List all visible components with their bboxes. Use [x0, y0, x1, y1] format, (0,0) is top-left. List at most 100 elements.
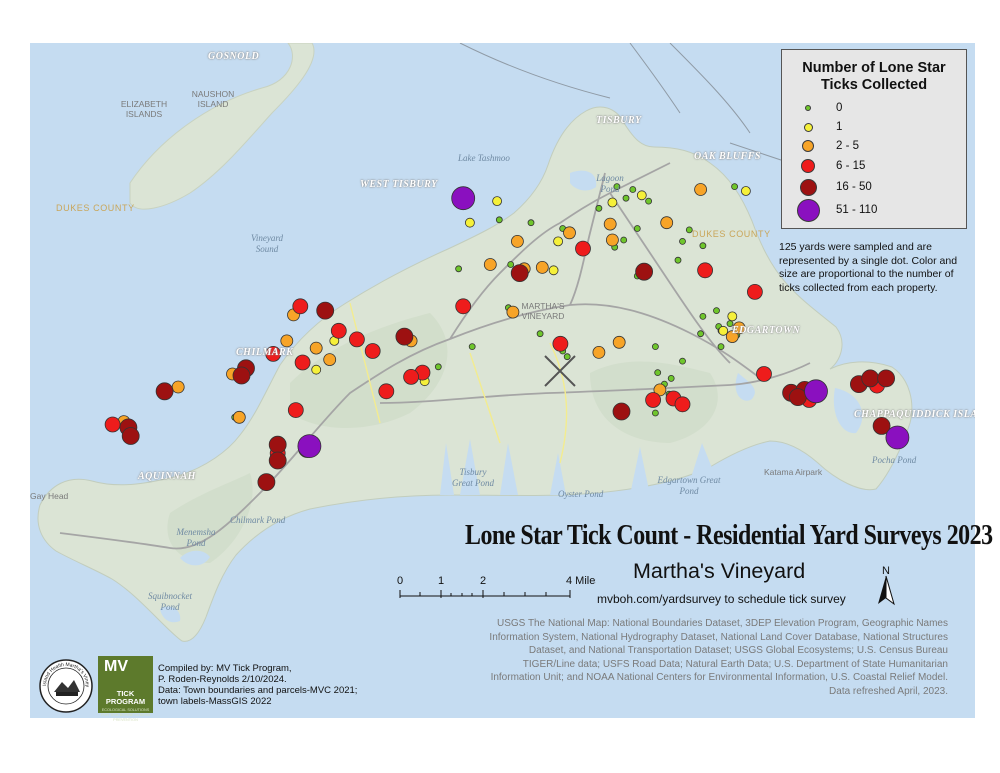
- survey-point[interactable]: [309, 341, 323, 355]
- survey-point[interactable]: [697, 262, 713, 279]
- survey-point[interactable]: [731, 183, 738, 191]
- survey-point[interactable]: [548, 265, 559, 276]
- survey-point[interactable]: [607, 197, 618, 208]
- survey-point[interactable]: [104, 416, 121, 433]
- survey-point[interactable]: [468, 343, 476, 351]
- survey-point[interactable]: [652, 343, 659, 351]
- survey-point[interactable]: [653, 383, 667, 397]
- survey-point[interactable]: [713, 307, 720, 315]
- web-link[interactable]: mvboh.com/yardsurvey to schedule tick su…: [597, 592, 846, 606]
- label-vineyard-sound: Vineyard Sound: [251, 233, 283, 254]
- survey-point[interactable]: [741, 186, 751, 196]
- survey-point[interactable]: [732, 321, 746, 335]
- survey-point[interactable]: [699, 242, 707, 250]
- survey-point[interactable]: [652, 409, 659, 417]
- survey-point[interactable]: [629, 186, 637, 193]
- survey-point[interactable]: [563, 226, 576, 240]
- survey-point[interactable]: [348, 331, 365, 348]
- survey-point[interactable]: [268, 435, 287, 454]
- survey-points-layer[interactable]: [104, 183, 910, 492]
- survey-point[interactable]: [536, 330, 544, 338]
- survey-point[interactable]: [660, 216, 674, 230]
- survey-point[interactable]: [636, 190, 647, 201]
- survey-point[interactable]: [378, 383, 395, 400]
- survey-point[interactable]: [789, 388, 807, 407]
- survey-point[interactable]: [592, 345, 606, 359]
- survey-point[interactable]: [679, 357, 686, 365]
- survey-point[interactable]: [292, 298, 309, 315]
- survey-point[interactable]: [674, 256, 682, 264]
- survey-point[interactable]: [395, 327, 414, 346]
- survey-point[interactable]: [667, 374, 675, 382]
- survey-point[interactable]: [606, 233, 619, 247]
- survey-point[interactable]: [506, 305, 520, 319]
- survey-point[interactable]: [699, 312, 707, 320]
- survey-point[interactable]: [434, 363, 442, 371]
- survey-point[interactable]: [877, 369, 895, 388]
- survey-point[interactable]: [563, 353, 571, 361]
- survey-point[interactable]: [861, 369, 880, 388]
- survey-point[interactable]: [613, 183, 621, 191]
- survey-point[interactable]: [330, 322, 347, 339]
- label-dukes-county-west: DUKES COUNTY: [56, 203, 135, 213]
- survey-point[interactable]: [535, 260, 549, 274]
- survey-point[interactable]: [297, 434, 322, 459]
- survey-point[interactable]: [323, 353, 337, 367]
- survey-point[interactable]: [553, 236, 563, 247]
- survey-point[interactable]: [507, 261, 515, 268]
- survey-point[interactable]: [679, 237, 686, 245]
- survey-point[interactable]: [510, 264, 529, 283]
- survey-point[interactable]: [311, 364, 322, 375]
- survey-point[interactable]: [697, 330, 704, 338]
- survey-point[interactable]: [727, 311, 738, 322]
- survey-point[interactable]: [495, 216, 503, 224]
- survey-point[interactable]: [316, 301, 335, 320]
- survey-point[interactable]: [455, 298, 472, 315]
- survey-point[interactable]: [645, 197, 652, 205]
- survey-point[interactable]: [756, 366, 772, 382]
- survey-point[interactable]: [510, 234, 524, 248]
- survey-point[interactable]: [294, 354, 311, 371]
- survey-point[interactable]: [603, 217, 617, 231]
- survey-point[interactable]: [747, 283, 763, 300]
- survey-point[interactable]: [492, 196, 503, 207]
- survey-point[interactable]: [483, 258, 497, 271]
- survey-point[interactable]: [265, 345, 282, 362]
- survey-point[interactable]: [612, 335, 626, 349]
- survey-point[interactable]: [257, 473, 276, 492]
- survey-point[interactable]: [654, 369, 662, 377]
- survey-point[interactable]: [155, 382, 174, 401]
- survey-point[interactable]: [455, 265, 463, 273]
- survey-point[interactable]: [121, 427, 140, 445]
- survey-point[interactable]: [804, 379, 828, 404]
- survey-point[interactable]: [717, 343, 725, 351]
- survey-point[interactable]: [718, 325, 729, 336]
- survey-point[interactable]: [464, 217, 475, 228]
- survey-point[interactable]: [552, 335, 569, 352]
- survey-point[interactable]: [280, 334, 294, 348]
- basemap[interactable]: [30, 43, 975, 718]
- survey-point[interactable]: [635, 262, 653, 281]
- survey-point[interactable]: [171, 380, 185, 394]
- survey-point[interactable]: [268, 451, 287, 470]
- survey-point[interactable]: [451, 186, 476, 211]
- survey-point[interactable]: [612, 402, 631, 421]
- survey-point[interactable]: [527, 219, 535, 227]
- survey-point[interactable]: [645, 392, 661, 408]
- survey-point[interactable]: [694, 183, 707, 196]
- survey-point[interactable]: [575, 240, 591, 257]
- survey-point[interactable]: [595, 204, 603, 212]
- survey-point[interactable]: [885, 425, 910, 450]
- survey-point[interactable]: [685, 226, 693, 234]
- survey-point[interactable]: [633, 225, 641, 232]
- survey-point[interactable]: [872, 416, 891, 435]
- survey-point[interactable]: [725, 330, 739, 344]
- survey-point[interactable]: [232, 410, 246, 424]
- survey-point[interactable]: [620, 236, 628, 244]
- survey-point[interactable]: [364, 343, 381, 359]
- survey-point[interactable]: [674, 396, 691, 413]
- survey-point[interactable]: [622, 194, 630, 202]
- survey-point[interactable]: [232, 366, 251, 385]
- survey-point[interactable]: [287, 402, 304, 419]
- survey-point[interactable]: [403, 368, 420, 385]
